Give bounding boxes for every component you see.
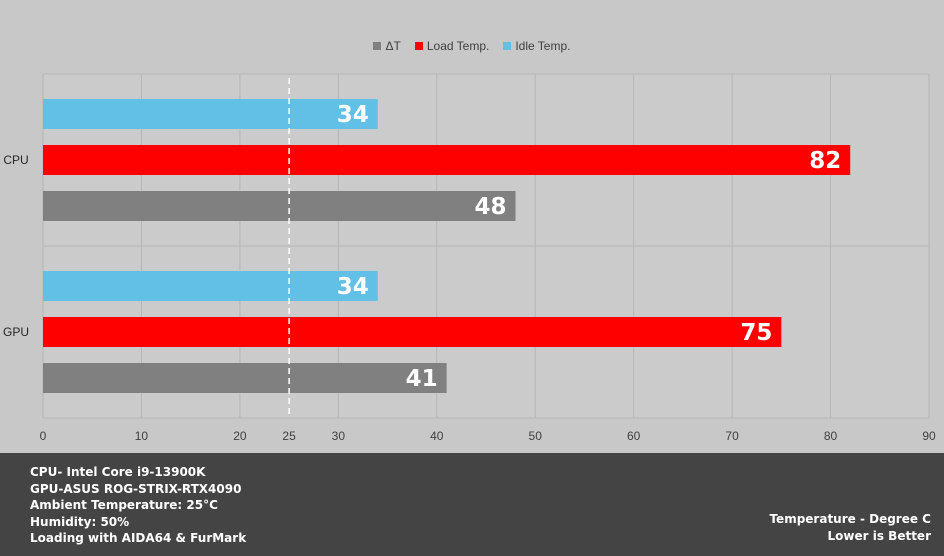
bar-cpu-idle-temp [43, 99, 378, 129]
legend-swatch-idle-temp [503, 42, 512, 50]
x-tick-label-30: 30 [332, 429, 346, 443]
x-tick-label-20: 20 [233, 429, 247, 443]
bar-cpu-t [43, 191, 516, 221]
footer-panel: CPU- Intel Core i9-13900K GPU-ASUS ROG-S… [0, 453, 944, 556]
x-tick-label-10: 10 [135, 429, 149, 443]
spec-cpu: CPU- Intel Core i9-13900K [30, 465, 206, 479]
spec-ambient: Ambient Temperature: 25°C [30, 498, 218, 512]
bar-gpu-load-temp [43, 317, 782, 347]
legend-item-load-temp: Load Temp. [414, 39, 490, 53]
category-label-gpu: GPU [3, 325, 29, 339]
legend-item-delta-t: ΔT [373, 39, 401, 53]
spec-loading: Loading with AIDA64 & FurMark [30, 531, 247, 545]
legend-label-delta-t: ΔT [385, 39, 401, 53]
test-specs: CPU- Intel Core i9-13900K GPU-ASUS ROG-S… [30, 464, 246, 547]
x-tick-label-40: 40 [430, 429, 444, 443]
x-tick-label-25: 25 [282, 429, 296, 443]
bar-label-gpu-load-temp: 75 [740, 320, 772, 346]
bar-label-cpu-load-temp: 82 [809, 148, 841, 174]
bar-label-gpu-idle-temp: 34 [337, 274, 369, 300]
bar-chart: 34 82 48 CPU 34 75 41 GPU 0 10 20 25 30 40 50 60 70 80 90 [3, 73, 936, 443]
x-tick-label-0: 0 [40, 429, 47, 443]
chart-notes: Temperature - Degree C Lower is Better [769, 511, 931, 544]
x-tick-label-90: 90 [922, 429, 936, 443]
x-tick-label-50: 50 [529, 429, 543, 443]
unit-note: Temperature - Degree C [769, 512, 931, 526]
x-tick-label-80: 80 [824, 429, 838, 443]
bar-cpu-load-temp [43, 145, 851, 175]
spec-humidity: Humidity: 50% [30, 514, 130, 529]
x-tick-label-70: 70 [725, 429, 739, 443]
bar-gpu-t [43, 363, 447, 393]
bar-label-cpu-t: 48 [475, 194, 507, 220]
chart-area: ΔT Load Temp. Idle Temp. 34 82 48 CPU 34 75 41… [0, 39, 944, 443]
better-note: Lower is Better [827, 528, 931, 543]
legend-item-idle-temp: Idle Temp. [503, 39, 571, 53]
legend-label-load-temp: Load Temp. [426, 39, 490, 53]
legend-swatch-load-temp [414, 42, 423, 50]
legend-swatch-delta-t [373, 42, 382, 50]
legend-label-idle-temp: Idle Temp. [515, 39, 571, 53]
bar-label-gpu-t: 41 [406, 366, 438, 392]
spec-gpu: GPU-ASUS ROG-STRIX-RTX4090 [30, 481, 242, 496]
category-label-cpu: CPU [3, 153, 28, 167]
bar-gpu-idle-temp [43, 271, 378, 301]
chart-legend: ΔT Load Temp. Idle Temp. [0, 39, 944, 53]
bar-label-cpu-idle-temp: 34 [337, 102, 369, 128]
x-tick-label-60: 60 [627, 429, 641, 443]
